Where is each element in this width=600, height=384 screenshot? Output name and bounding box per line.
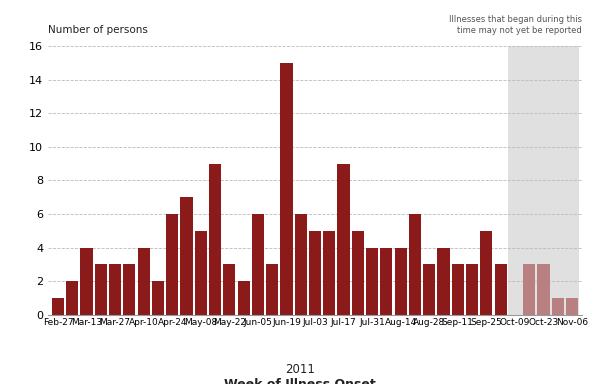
Bar — [323, 231, 335, 315]
Bar — [366, 248, 378, 315]
Bar — [181, 197, 193, 315]
Bar — [309, 231, 321, 315]
Bar — [252, 214, 264, 315]
Bar — [538, 265, 550, 315]
Bar — [508, 46, 579, 315]
Bar — [295, 214, 307, 315]
Text: Number of persons: Number of persons — [48, 25, 148, 35]
Bar — [566, 298, 578, 315]
Bar — [423, 265, 435, 315]
Bar — [166, 214, 178, 315]
Text: 2011: 2011 — [285, 363, 315, 376]
Text: Week of Illness Onset: Week of Illness Onset — [224, 378, 376, 384]
Bar — [480, 231, 493, 315]
Bar — [124, 265, 136, 315]
Bar — [109, 265, 121, 315]
Bar — [66, 281, 79, 315]
Bar — [494, 265, 506, 315]
Bar — [452, 265, 464, 315]
Bar — [152, 281, 164, 315]
Bar — [266, 265, 278, 315]
Bar — [437, 248, 449, 315]
Bar — [137, 248, 150, 315]
Bar — [523, 265, 535, 315]
Bar — [352, 231, 364, 315]
Bar — [466, 265, 478, 315]
Bar — [280, 63, 293, 315]
Bar — [52, 298, 64, 315]
Bar — [80, 248, 92, 315]
Bar — [395, 248, 407, 315]
Bar — [409, 214, 421, 315]
Bar — [95, 265, 107, 315]
Text: Illnesses that began during this
time may not yet be reported: Illnesses that began during this time ma… — [449, 15, 582, 35]
Bar — [337, 164, 350, 315]
Bar — [238, 281, 250, 315]
Bar — [380, 248, 392, 315]
Bar — [209, 164, 221, 315]
Bar — [195, 231, 207, 315]
Bar — [223, 265, 235, 315]
Bar — [551, 298, 564, 315]
